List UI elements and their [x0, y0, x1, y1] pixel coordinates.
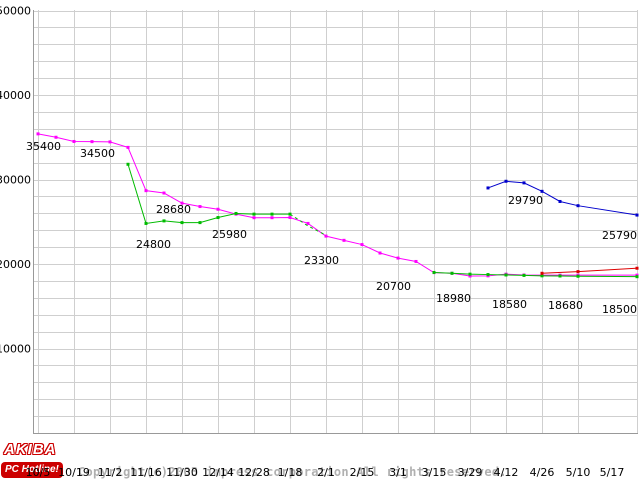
- series-green-late-marker: [576, 274, 580, 278]
- series-green-late-marker: [504, 273, 508, 277]
- copyright-text: Copyright(c)2003 impress corporation All…: [78, 442, 507, 480]
- series-green-early: [127, 164, 290, 224]
- series-magenta-marker: [144, 189, 148, 193]
- series-green-late-marker: [635, 275, 639, 279]
- series-magenta-marker: [360, 243, 364, 247]
- akiba-logo-text: AKIBA: [4, 441, 57, 458]
- point-label: 25980: [212, 228, 247, 241]
- point-label: 23300: [304, 254, 339, 267]
- series-magenta-marker: [180, 201, 184, 205]
- akiba-pc-hotline-logo: AKIBA PC Hotline!: [1, 441, 67, 478]
- series-green-late-marker: [468, 272, 472, 276]
- point-label: 25790: [602, 229, 637, 242]
- series-green-late-marker: [540, 274, 544, 278]
- series-blue-marker: [558, 199, 562, 203]
- series-magenta-marker: [635, 273, 639, 277]
- series-green-late: [433, 271, 638, 278]
- series-magenta-marker: [324, 234, 328, 238]
- series-magenta-marker: [36, 132, 40, 136]
- pc-hotline-badge: PC Hotline!: [1, 462, 63, 478]
- point-label: 18980: [436, 292, 471, 305]
- series-blue-marker: [576, 204, 580, 208]
- series-green-early-marker: [198, 221, 202, 225]
- y-tick-label: 40000: [0, 89, 31, 102]
- series-green-late-marker: [558, 274, 562, 278]
- point-label: 35400: [26, 140, 61, 153]
- series-green-early-marker: [270, 212, 274, 216]
- series-green-early-marker: [126, 162, 130, 166]
- series-blue-marker: [504, 179, 508, 183]
- series-magenta-marker: [378, 251, 382, 255]
- series-magenta-marker: [306, 221, 310, 225]
- point-label: 34500: [80, 147, 115, 160]
- series-green-late-marker: [432, 270, 436, 274]
- y-tick-label: 20000: [0, 258, 31, 271]
- series-magenta-marker: [108, 140, 112, 144]
- series-blue-marker: [522, 181, 526, 185]
- series-magenta-marker: [126, 145, 130, 149]
- point-label: 18500: [602, 303, 637, 316]
- series-green-late-marker: [450, 271, 454, 275]
- series-green-early-marker: [144, 221, 148, 225]
- watermark: Copyright(c)2003 impress corporation All…: [0, 442, 640, 480]
- point-label: 18580: [492, 298, 527, 311]
- series-red-marker: [540, 271, 544, 275]
- series-green-early-marker: [216, 216, 220, 220]
- series-magenta-marker: [288, 216, 292, 220]
- series-magenta-marker: [252, 216, 256, 220]
- series-magenta-marker: [396, 256, 400, 260]
- series-green-late-marker: [522, 273, 526, 277]
- series-green-gap: [289, 213, 327, 236]
- series-red-marker: [576, 270, 580, 274]
- point-label: 20700: [376, 280, 411, 293]
- point-label: 18680: [548, 299, 583, 312]
- series-red-marker: [635, 266, 639, 270]
- series-blue-marker: [635, 213, 639, 217]
- point-label: 29790: [508, 194, 543, 207]
- series-green-early-marker: [234, 211, 238, 215]
- series-magenta-marker: [198, 205, 202, 209]
- series-green-early-marker: [180, 221, 184, 225]
- y-tick-label: 30000: [0, 174, 31, 187]
- series-magenta-marker: [414, 259, 418, 263]
- series-green-early-marker: [162, 219, 166, 223]
- y-tick-label: 10000: [0, 343, 31, 356]
- series-green-late-marker: [486, 273, 490, 277]
- series-magenta-marker: [90, 140, 94, 144]
- series-magenta-marker: [162, 191, 166, 195]
- series-magenta-marker: [468, 274, 472, 278]
- series-magenta-marker: [54, 135, 58, 139]
- series-blue-marker: [540, 189, 544, 193]
- y-tick-label: 50000: [0, 5, 31, 18]
- series-magenta-marker: [216, 207, 220, 211]
- series-magenta-marker: [342, 238, 346, 242]
- series-blue-marker: [486, 186, 490, 190]
- series-green-early-marker: [252, 212, 256, 216]
- point-label: 28680: [156, 203, 191, 216]
- copyright-line1: Copyright(c)2003 impress corporation All…: [78, 465, 507, 479]
- point-label: 24800: [136, 238, 171, 251]
- series-red: [541, 267, 638, 274]
- series-magenta-marker: [270, 216, 274, 220]
- series-magenta-marker: [72, 139, 76, 143]
